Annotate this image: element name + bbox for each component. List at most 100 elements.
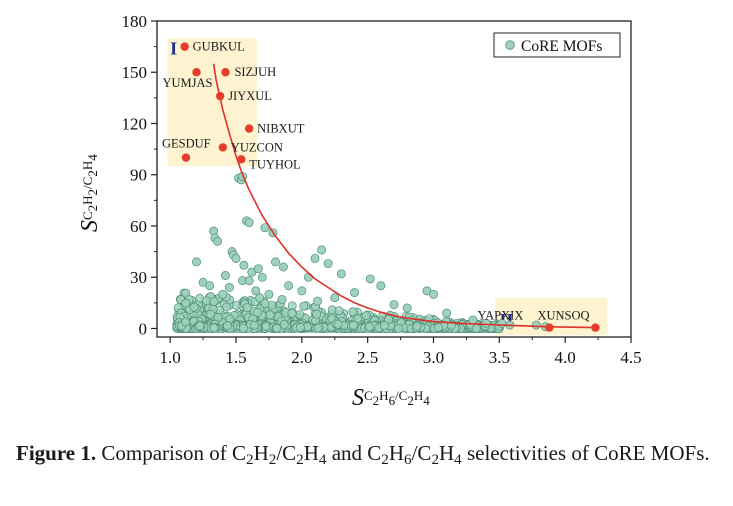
mof-point: [394, 324, 404, 333]
mof-point: [365, 322, 375, 332]
legend-marker: [505, 40, 515, 50]
mof-point: [323, 259, 333, 269]
mof-point: [429, 289, 438, 299]
legend: CoRE MOFs: [493, 32, 621, 58]
mof-point: [250, 320, 259, 330]
highlight-point-yumjas: [192, 68, 201, 77]
figure-caption: Figure 1. Comparison of C2H2/C2H4 and C2…: [16, 440, 721, 467]
highlight-label-yapxix: YAPXIX: [478, 309, 524, 323]
y-tick-label: 120: [122, 114, 148, 133]
highlight-label-sizjuh: SIZJUH: [234, 65, 276, 79]
mof-point: [312, 309, 322, 319]
mof-point: [181, 317, 191, 327]
axis-titles: SC2H6/C2H4 SC2H2/C2H4: [77, 154, 430, 411]
highlight-regions: III: [167, 38, 608, 336]
highlight-label-yuzcon: YUZCON: [231, 140, 283, 154]
mof-point: [222, 321, 232, 331]
region-label-i: I: [170, 39, 177, 59]
mof-point: [209, 297, 219, 306]
highlight-point-tuyhol: [237, 155, 246, 164]
mof-point: [481, 318, 491, 328]
mof-point: [261, 321, 271, 331]
mof-point: [361, 311, 371, 320]
mof-point: [265, 310, 275, 320]
mof-point: [330, 293, 340, 303]
highlight-point-jiyxul: [216, 91, 225, 101]
mof-point: [271, 257, 280, 267]
mof-point: [334, 306, 344, 316]
mof-point: [471, 323, 481, 333]
mof-point: [376, 281, 386, 291]
mof-point: [350, 288, 359, 298]
highlight-label-tuyhol: TUYHOL: [249, 157, 300, 171]
mof-point: [253, 264, 263, 274]
y-tick-label: 150: [122, 63, 148, 82]
x-tick-label: 2.0: [291, 348, 312, 367]
x-tick-label: 3.5: [489, 348, 510, 367]
mof-point: [260, 299, 270, 309]
mof-point: [244, 218, 254, 228]
highlight-point-gesduf: [181, 153, 191, 162]
x-tick-label: 4.0: [555, 348, 576, 367]
y-axis-title: SC2H2/C2H4: [77, 154, 103, 232]
legend-label: CoRE MOFs: [521, 38, 602, 55]
mof-point: [402, 303, 412, 313]
highlighted-labels: GUBKUL YUMJAS SIZJUH JIYXUL NIBXUT GESDUF YUZC…: [162, 40, 590, 323]
y-tick-label: 0: [139, 319, 148, 338]
y-axis: 0 30 60 90 120 150 180: [122, 12, 157, 338]
mof-point: [202, 296, 211, 306]
mof-point: [384, 314, 393, 324]
x-axis: 1.0 1.5 2.0 2.5 3.0 3.5 4.0 4.5: [160, 337, 642, 367]
mof-point: [310, 253, 320, 263]
mof-point: [299, 301, 309, 311]
mof-point: [221, 271, 230, 280]
x-tick-label: 2.5: [357, 348, 378, 367]
mof-point: [348, 307, 358, 317]
mof-point: [389, 300, 399, 309]
mof-point: [279, 320, 289, 330]
mof-point: [257, 272, 267, 282]
mof-point: [277, 294, 287, 304]
mof-point: [353, 314, 363, 324]
mof-point: [272, 323, 282, 333]
caption-text: Comparison of C2H2/C2H4 and C2H6/C2H4 se…: [101, 441, 710, 468]
mof-point: [244, 276, 254, 286]
mof-point: [412, 321, 422, 331]
highlight-point-xunsoq: [591, 323, 600, 332]
mof-point: [222, 302, 232, 312]
mof-point: [336, 269, 346, 279]
mof-point: [295, 323, 305, 332]
mof-point: [365, 274, 375, 284]
mof-point: [442, 308, 452, 318]
plot-frame: [156, 20, 632, 338]
mof-point: [264, 289, 274, 299]
x-axis-title: SC2H6/C2H4: [352, 385, 430, 411]
mof-point: [205, 281, 215, 291]
x-tick-label: 1.0: [160, 348, 181, 367]
mof-point: [255, 293, 265, 303]
mof-point: [313, 296, 323, 306]
y-tick-label: 60: [130, 217, 147, 236]
mof-point: [239, 260, 249, 270]
mof-point: [251, 286, 261, 296]
fit-curve: [212, 63, 596, 329]
mof-point: [218, 289, 228, 299]
mof-point: [434, 322, 444, 332]
x-tick-label: 4.5: [620, 348, 641, 367]
mof-point: [284, 281, 294, 291]
highlight-label-jiyxul: JIYXUL: [228, 89, 272, 103]
mof-point: [297, 286, 307, 296]
mof-point: [213, 236, 223, 246]
mof-point: [313, 323, 323, 333]
highlight-point-yapxix: [545, 323, 554, 332]
highlight-label-gesduf: GESDUF: [162, 137, 211, 151]
mof-point: [224, 283, 234, 292]
region-i-box: [167, 38, 258, 167]
y-tick-label: 180: [122, 12, 148, 31]
mof-point: [317, 245, 327, 255]
mof-point: [238, 323, 248, 333]
highlight-point-nibxut: [244, 124, 254, 133]
highlight-point-gubkul: [180, 42, 189, 51]
highlight-point-yuzcon: [218, 143, 228, 152]
mof-point: [209, 323, 219, 333]
